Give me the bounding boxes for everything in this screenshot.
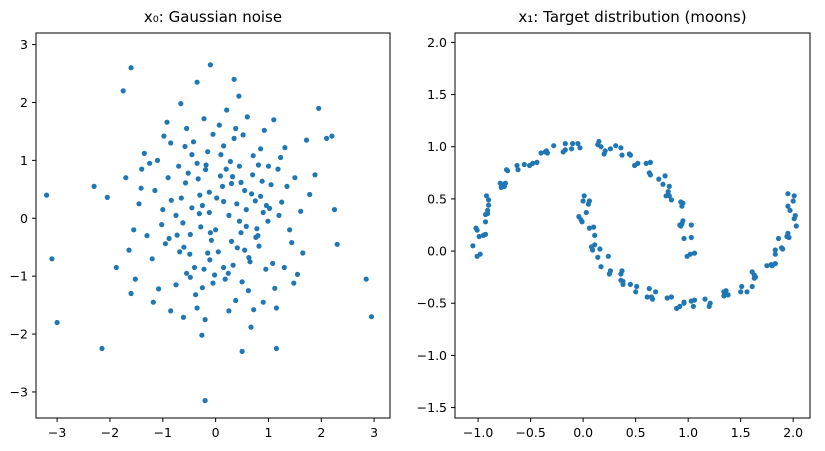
svg-text:1.5: 1.5 <box>427 87 447 102</box>
right-plot-title: x₁: Target distribution (moons) <box>518 8 747 26</box>
svg-text:−0.5: −0.5 <box>515 425 545 440</box>
svg-text:0.5: 0.5 <box>427 191 447 206</box>
axes-frame <box>454 32 811 419</box>
svg-text:0.5: 0.5 <box>626 425 646 440</box>
svg-text:−1.5: −1.5 <box>417 400 447 415</box>
svg-text:−2: −2 <box>101 425 119 440</box>
scatter-points <box>44 62 375 404</box>
subplot-0: −3 −2 −1 0 1 2 3 −3 −2 −1 0 1 2 3 <box>10 32 391 440</box>
svg-text:1.5: 1.5 <box>731 425 751 440</box>
svg-text:−1.0: −1.0 <box>417 348 447 363</box>
svg-text:−2: −2 <box>10 327 28 342</box>
axes-frame <box>35 32 391 419</box>
svg-text:1.0: 1.0 <box>427 139 447 154</box>
svg-text:2.0: 2.0 <box>427 35 447 50</box>
svg-text:−0.5: −0.5 <box>417 296 447 311</box>
svg-text:2: 2 <box>317 425 325 440</box>
svg-text:3: 3 <box>20 37 28 52</box>
svg-text:0.0: 0.0 <box>427 244 447 259</box>
svg-text:−1: −1 <box>154 425 172 440</box>
svg-text:0: 0 <box>212 425 220 440</box>
y-axis-ticks: −3 −2 −1 0 1 2 3 <box>10 37 36 399</box>
svg-text:3: 3 <box>370 425 378 440</box>
svg-text:0.0: 0.0 <box>573 425 593 440</box>
svg-text:−3: −3 <box>48 425 66 440</box>
y-axis-ticks: −1.5 −1.0 −0.5 0.0 0.5 1.0 1.5 2.0 <box>417 35 455 415</box>
scatter-points <box>470 138 799 311</box>
left-plot-title: x₀: Gaussian noise <box>143 8 283 26</box>
svg-text:−1: −1 <box>10 269 28 284</box>
x-axis-ticks: −1.0 −0.5 0.0 0.5 1.0 1.5 2.0 <box>463 418 803 440</box>
svg-text:2: 2 <box>20 95 28 110</box>
svg-text:1.0: 1.0 <box>678 425 698 440</box>
svg-text:1: 1 <box>265 425 273 440</box>
subplot-1: −1.0 −0.5 0.0 0.5 1.0 1.5 2.0 −1.5 −1.0 −0.5 0.0 0.… <box>417 32 811 440</box>
svg-text:2.0: 2.0 <box>783 425 803 440</box>
svg-text:1: 1 <box>20 153 28 168</box>
x-axis-ticks: −3 −2 −1 0 1 2 3 <box>48 418 378 440</box>
svg-text:−3: −3 <box>10 384 28 399</box>
svg-text:0: 0 <box>20 211 28 226</box>
svg-text:−1.0: −1.0 <box>463 425 493 440</box>
